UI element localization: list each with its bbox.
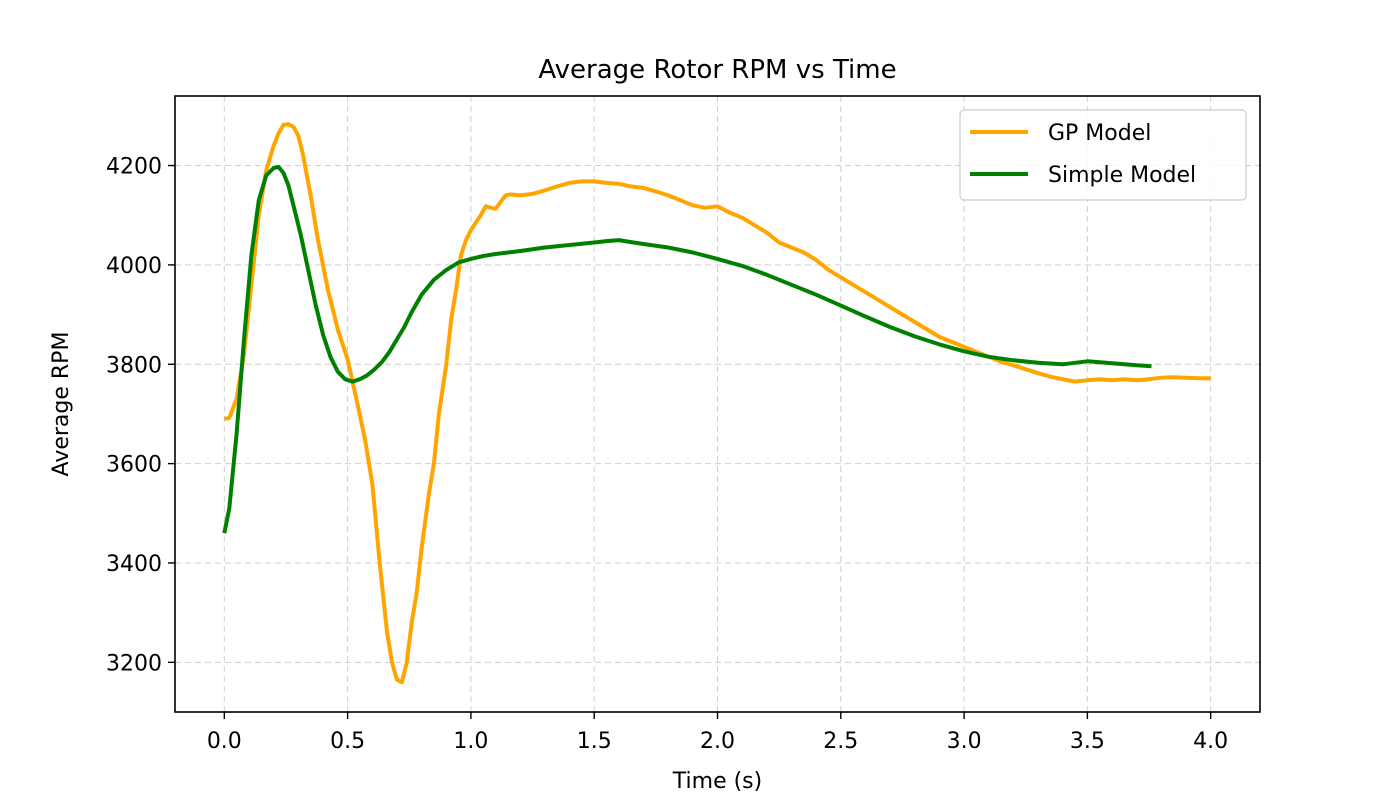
y-tick-label: 3400 bbox=[106, 552, 162, 577]
chart-title: Average Rotor RPM vs Time bbox=[538, 55, 896, 85]
x-axis-label: Time (s) bbox=[672, 769, 762, 794]
x-tick-label: 0.5 bbox=[330, 729, 365, 754]
series-line-gp-model bbox=[223, 122, 1211, 685]
x-axis-ticks: 0.0 0.5 1.0 1.5 2.0 2.5 3.0 3.5 4.0 bbox=[207, 712, 1228, 754]
legend: GP Model Simple Model bbox=[959, 109, 1247, 201]
x-tick-label: 1.0 bbox=[453, 729, 488, 754]
legend-box bbox=[959, 109, 1247, 201]
y-axis-ticks: 3200 3400 3600 3800 4000 4200 bbox=[106, 155, 175, 676]
x-tick-label: 3.0 bbox=[947, 729, 982, 754]
y-tick-label: 4200 bbox=[106, 155, 162, 180]
y-tick-label: 4000 bbox=[106, 254, 162, 279]
x-tick-label: 2.0 bbox=[700, 729, 735, 754]
series-layer bbox=[222, 122, 1211, 685]
series-line-simple-model bbox=[222, 165, 1152, 534]
x-tick-label: 0.0 bbox=[207, 729, 242, 754]
x-tick-label: 4.0 bbox=[1193, 729, 1228, 754]
legend-label-gp-model: GP Model bbox=[1048, 121, 1151, 146]
legend-label-simple-model: Simple Model bbox=[1048, 163, 1196, 188]
y-tick-label: 3800 bbox=[106, 353, 162, 378]
y-tick-label: 3200 bbox=[106, 651, 162, 676]
y-tick-label: 3600 bbox=[106, 453, 162, 478]
x-tick-label: 2.5 bbox=[823, 729, 858, 754]
x-tick-label: 3.5 bbox=[1070, 729, 1105, 754]
x-tick-label: 1.5 bbox=[577, 729, 612, 754]
y-axis-label: Average RPM bbox=[49, 332, 74, 477]
